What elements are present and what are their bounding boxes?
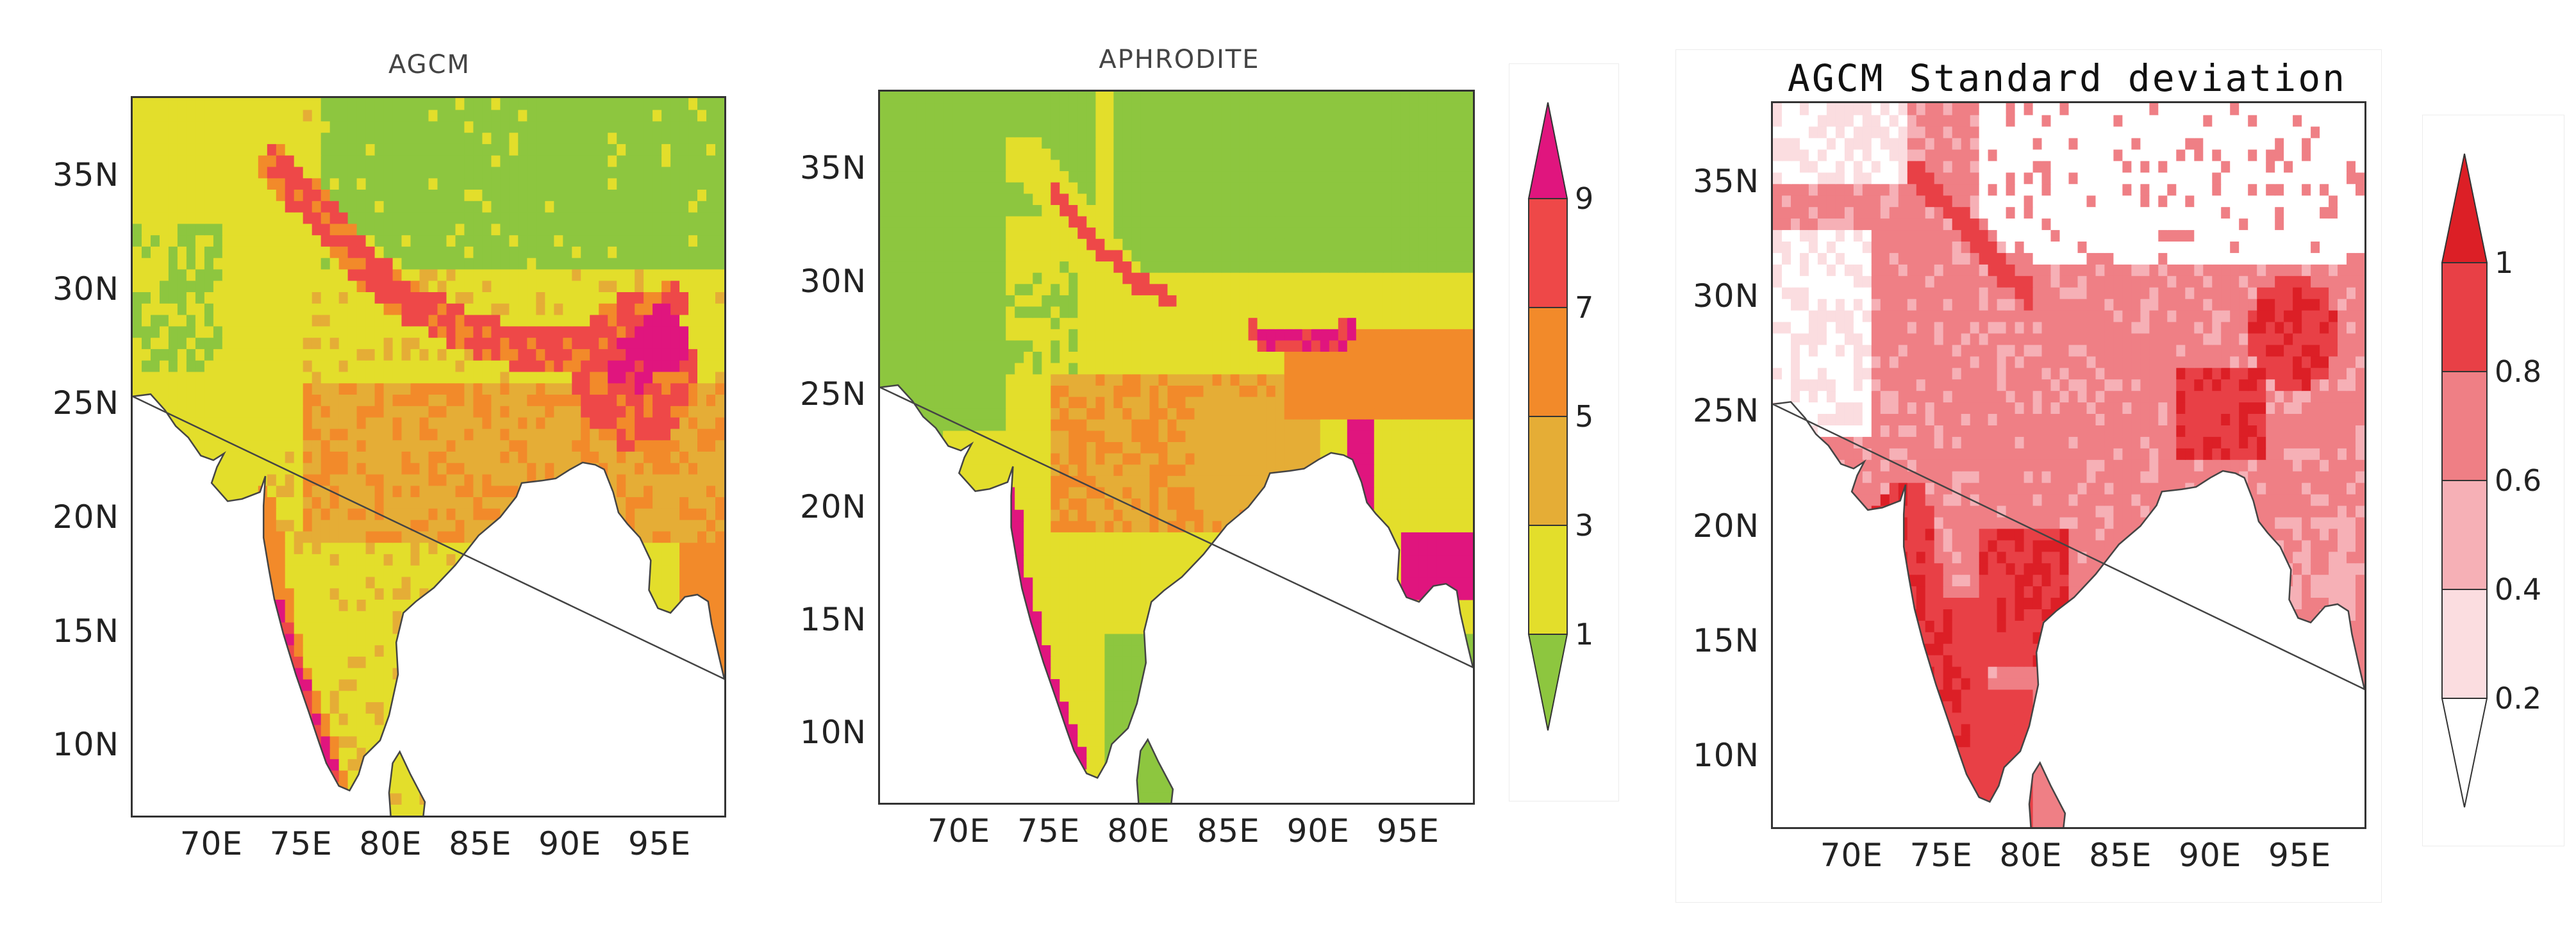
coastline — [133, 393, 724, 792]
y-tick-label: 10N — [1692, 737, 1759, 775]
colorbar-segment — [1528, 307, 1568, 417]
y-tick-label: 25N — [1692, 392, 1759, 430]
colorbar-segment — [2441, 480, 2488, 590]
y-tick-label: 20N — [1692, 507, 1759, 545]
x-tick-label: 70E — [1820, 837, 1883, 874]
x-tick-label: 75E — [1017, 812, 1081, 850]
colorbar-segment — [2441, 262, 2488, 372]
y-tick-label: 30N — [799, 262, 867, 300]
colorbar-top-triangle — [2441, 153, 2488, 263]
panel-aphrodite: APHRODITE 35N 30N 25N 20N 15N 10N 70E 75E 80E 85… — [763, 19, 1484, 891]
panel-agcm: AGCM 35N 30N 25N 20N 15N 10N 70E 75E 80E 85E 90E 9… — [6, 19, 731, 862]
colorbar-segment — [1528, 416, 1568, 526]
colorbar-segment — [2441, 589, 2488, 699]
x-tick-label: 95E — [627, 825, 692, 862]
colorbar-precip: 9 7 5 3 1 — [1527, 102, 1593, 731]
x-tick-label: 80E — [1999, 837, 2063, 874]
y-tick-label: 30N — [52, 270, 119, 308]
y-tick-label: 25N — [52, 384, 119, 422]
map-plot-aphrodite — [878, 90, 1475, 805]
y-tick-label: 35N — [52, 156, 119, 194]
colorbar-segment — [1528, 525, 1568, 635]
x-tick-label: 95E — [1376, 812, 1440, 850]
y-tick-label: 35N — [799, 149, 867, 187]
map-agcm-sd — [1773, 103, 2364, 827]
panel-title: AGCM — [388, 50, 471, 79]
colorbar-bottom-triangle — [1527, 634, 1568, 731]
coastline — [1773, 400, 2364, 803]
x-tick-label: 85E — [2089, 837, 2152, 874]
map-plot-agcm-sd — [1771, 101, 2366, 829]
colorbar-label: 3 — [1575, 508, 1593, 543]
colorbar-label: 0.4 — [2495, 572, 2541, 607]
panel-title: AGCM Standard deviation — [1787, 56, 2347, 100]
colorbar-label: 0.2 — [2495, 681, 2541, 716]
y-tick-label: 20N — [799, 488, 867, 525]
x-tick-label: 80E — [359, 825, 422, 862]
x-tick-label: 90E — [538, 825, 602, 862]
panel-title: APHRODITE — [1099, 45, 1260, 74]
y-tick-label: 15N — [52, 612, 119, 650]
x-tick-label: 85E — [449, 825, 512, 862]
x-tick-label: 70E — [179, 825, 243, 862]
map-agcm — [133, 98, 724, 816]
colorbar-label: 0.8 — [2495, 354, 2541, 389]
y-tick-label: 30N — [1692, 277, 1759, 315]
colorbar-top-triangle — [1527, 102, 1568, 199]
y-tick-label: 10N — [799, 714, 867, 752]
colorbar-sd-panel: 1 0.8 0.6 0.4 0.2 — [2423, 115, 2564, 846]
coastline — [880, 384, 1473, 779]
coastline-sri-lanka — [2028, 760, 2066, 827]
colorbar-label: 7 — [1575, 290, 1593, 325]
x-tick-label: 90E — [1286, 812, 1350, 850]
y-tick-label: 35N — [1692, 162, 1759, 200]
y-tick-label: 25N — [799, 375, 867, 413]
y-tick-label: 10N — [52, 726, 119, 764]
colorbar-label: 9 — [1575, 181, 1593, 216]
colorbar-precip-panel: 9 7 5 3 1 — [1509, 64, 1618, 801]
colorbar-label: 1 — [1575, 617, 1593, 652]
x-tick-label: 75E — [269, 825, 333, 862]
coastline-sri-lanka — [388, 750, 426, 816]
colorbar-segment — [2441, 371, 2488, 481]
y-tick-label: 15N — [1692, 622, 1759, 660]
x-tick-label: 70E — [927, 812, 991, 850]
x-tick-label: 95E — [2268, 837, 2332, 874]
colorbar-label: 0.6 — [2495, 463, 2541, 498]
colorbar-label: 5 — [1575, 399, 1593, 434]
map-plot-agcm — [131, 96, 726, 818]
colorbar-label: 1 — [2495, 245, 2513, 280]
colorbar-bottom-triangle — [2441, 698, 2488, 808]
colorbar-segment — [1528, 198, 1568, 308]
x-tick-label: 75E — [1909, 837, 1973, 874]
y-tick-label: 20N — [52, 498, 119, 536]
panel-agcm-sd: AGCM Standard deviation 35N 30N 25N 20N 15N 1… — [1676, 50, 2381, 902]
y-tick-label: 15N — [799, 601, 867, 639]
colorbar-sd: 1 0.8 0.6 0.4 0.2 — [2441, 153, 2541, 808]
x-tick-label: 80E — [1107, 812, 1170, 850]
x-tick-label: 90E — [2179, 837, 2242, 874]
coastline-sri-lanka — [1136, 737, 1174, 803]
map-aphrodite — [880, 92, 1473, 803]
x-tick-label: 85E — [1197, 812, 1260, 850]
